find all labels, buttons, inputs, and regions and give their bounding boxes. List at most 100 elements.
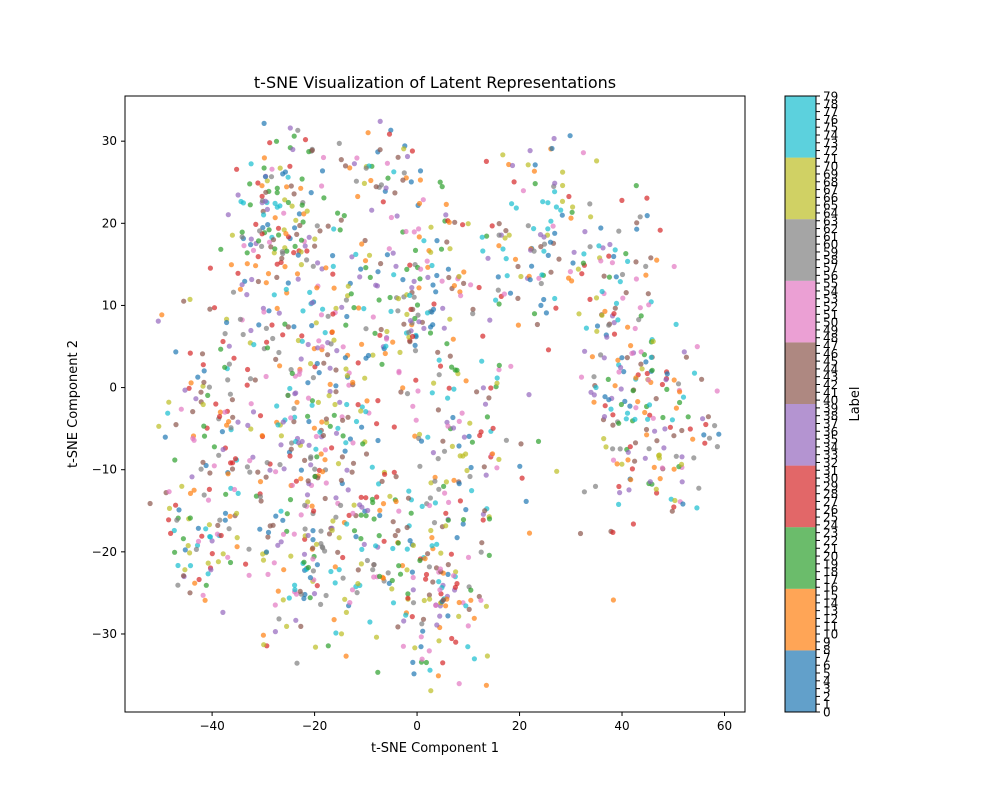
scatter-point — [344, 373, 350, 379]
scatter-point — [410, 600, 417, 606]
scatter-point — [421, 325, 427, 331]
scatter-point — [187, 550, 193, 556]
scatter-point — [281, 567, 287, 573]
scatter-point — [190, 409, 196, 415]
colorbar-tick-label: 21 — [823, 542, 838, 556]
scatter-point — [397, 571, 404, 577]
scatter-point — [624, 355, 630, 361]
scatter-point — [327, 365, 333, 371]
scatter-point — [463, 451, 469, 457]
scatter-point — [405, 495, 412, 501]
scatter-point — [469, 439, 475, 445]
scatter-point — [313, 541, 320, 547]
scatter-point — [620, 295, 626, 301]
scatter-point — [494, 375, 500, 381]
scatter-point — [345, 487, 351, 493]
y-tick-label: 0 — [109, 381, 117, 395]
scatter-point — [255, 278, 261, 285]
scatter-point — [283, 231, 289, 237]
scatter-point — [377, 147, 383, 153]
scatter-point — [245, 422, 251, 428]
scatter-point — [275, 588, 281, 594]
scatter-point — [294, 399, 300, 405]
scatter-point — [425, 551, 431, 557]
scatter-point — [423, 576, 429, 582]
scatter-point — [601, 414, 608, 420]
scatter-point — [187, 350, 193, 356]
scatter-point — [411, 671, 417, 677]
scatter-point — [422, 556, 428, 562]
scatter-point — [643, 272, 649, 278]
scatter-point — [404, 311, 410, 317]
scatter-point — [425, 434, 431, 440]
scatter-point — [363, 513, 369, 519]
scatter-point — [445, 571, 451, 578]
scatter-point — [295, 276, 301, 282]
scatter-point — [474, 389, 480, 395]
colorbar-tick-label: 35 — [823, 433, 838, 447]
colorbar-tick-label: 24 — [823, 518, 838, 532]
scatter-point — [256, 322, 262, 328]
scatter-point — [287, 163, 293, 169]
scatter-point — [446, 274, 452, 281]
scatter-point — [314, 562, 320, 568]
scatter-point — [450, 414, 456, 421]
scatter-point — [344, 313, 350, 320]
scatter-point — [344, 467, 350, 473]
scatter-point — [675, 381, 682, 387]
colorbar-tick-label: 54 — [823, 284, 838, 298]
scatter-point — [622, 398, 628, 404]
scatter-point — [384, 252, 390, 258]
scatter-point — [231, 355, 237, 361]
scatter-point — [322, 548, 328, 554]
scatter-point — [441, 483, 447, 489]
scatter-point — [454, 535, 460, 541]
scatter-point — [669, 508, 675, 514]
scatter-point — [657, 476, 663, 482]
scatter-point — [292, 225, 298, 231]
scatter-point — [375, 437, 381, 444]
scatter-point — [291, 405, 297, 412]
scatter-point — [429, 309, 435, 315]
scatter-point — [342, 596, 348, 602]
scatter-point — [266, 227, 272, 233]
scatter-point — [480, 385, 486, 391]
scatter-point — [361, 180, 367, 186]
scatter-point — [511, 179, 517, 185]
scatter-point — [405, 595, 411, 601]
scatter-point — [436, 372, 442, 378]
scatter-point — [358, 561, 364, 567]
scatter-point — [196, 576, 202, 583]
scatter-point — [445, 266, 451, 272]
scatter-point — [598, 225, 604, 231]
scatter-point — [351, 305, 357, 311]
scatter-point — [298, 262, 304, 268]
scatter-point — [272, 629, 278, 635]
scatter-point — [393, 474, 399, 480]
scatter-point — [545, 226, 551, 232]
scatter-point — [606, 322, 612, 328]
scatter-point — [284, 184, 290, 190]
scatter-point — [699, 376, 705, 382]
colorbar-tick-label: 23 — [823, 526, 838, 540]
scatter-point — [403, 612, 409, 618]
scatter-point — [306, 418, 312, 425]
scatter-point — [610, 457, 617, 463]
scatter-point — [248, 242, 254, 248]
scatter-point — [662, 426, 668, 432]
scatter-points — [147, 118, 722, 694]
scatter-point — [193, 546, 199, 553]
scatter-point — [343, 297, 349, 303]
scatter-point — [495, 287, 501, 293]
scatter-point — [260, 632, 266, 638]
scatter-point — [291, 133, 297, 139]
colorbar-tick-label: 66 — [823, 191, 838, 205]
scatter-point — [289, 482, 295, 488]
scatter-point — [385, 175, 391, 181]
scatter-point — [322, 495, 328, 502]
scatter-point — [258, 498, 264, 504]
scatter-point — [247, 202, 253, 208]
scatter-point — [200, 401, 206, 408]
scatter-point — [355, 402, 361, 408]
scatter-point — [269, 322, 275, 328]
